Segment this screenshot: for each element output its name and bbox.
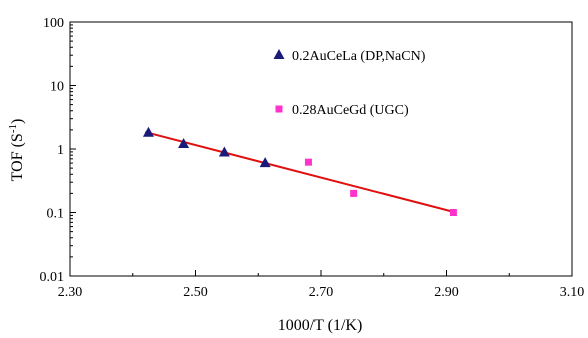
data-point-triangle bbox=[218, 146, 230, 157]
legend-label: 0.28AuCeGd (UGC) bbox=[292, 103, 409, 118]
y-tick-label: 0.01 bbox=[40, 270, 65, 285]
y-tick-label: 0.1 bbox=[47, 207, 65, 222]
data-point-triangle bbox=[142, 126, 154, 137]
x-tick-label: 2.90 bbox=[434, 285, 459, 300]
data-point-square bbox=[304, 158, 312, 166]
data-point-triangle bbox=[259, 157, 271, 168]
x-axis-label: 1000/T (1/K) bbox=[278, 317, 363, 334]
x-tick-label: 2.30 bbox=[58, 285, 83, 300]
y-axis-label-close: ) bbox=[9, 119, 26, 124]
y-axis-label-sup: -1 bbox=[7, 124, 19, 133]
x-tick-label: 2.70 bbox=[309, 285, 334, 300]
data-point-square bbox=[449, 209, 457, 216]
axes: 2.30 2.50 2.70 2.90 3.10 0.01 0.1 1 10 100 bbox=[40, 16, 585, 300]
legend-marker-triangle bbox=[273, 49, 285, 59]
x-tick-label: 2.50 bbox=[183, 285, 208, 300]
x-tick-label: 3.10 bbox=[560, 285, 585, 300]
y-tick-label: 100 bbox=[43, 16, 64, 31]
y-tick-label: 1 bbox=[57, 143, 64, 158]
legend: 0.2AuCeLa (DP,NaCN) 0.28AuCeGd (UGC) bbox=[273, 49, 426, 118]
data-points bbox=[142, 126, 457, 216]
fit-line bbox=[145, 131, 457, 214]
data-point-square bbox=[350, 189, 358, 197]
y-axis-label-base: TOF (S bbox=[9, 133, 26, 181]
legend-marker-square bbox=[275, 105, 283, 113]
fit-line-layer bbox=[145, 131, 457, 214]
data-point-triangle bbox=[178, 137, 190, 148]
y-axis-label: TOF (S-1) bbox=[7, 119, 26, 182]
legend-label: 0.2AuCeLa (DP,NaCN) bbox=[292, 49, 426, 64]
y-tick-label: 10 bbox=[50, 80, 64, 95]
